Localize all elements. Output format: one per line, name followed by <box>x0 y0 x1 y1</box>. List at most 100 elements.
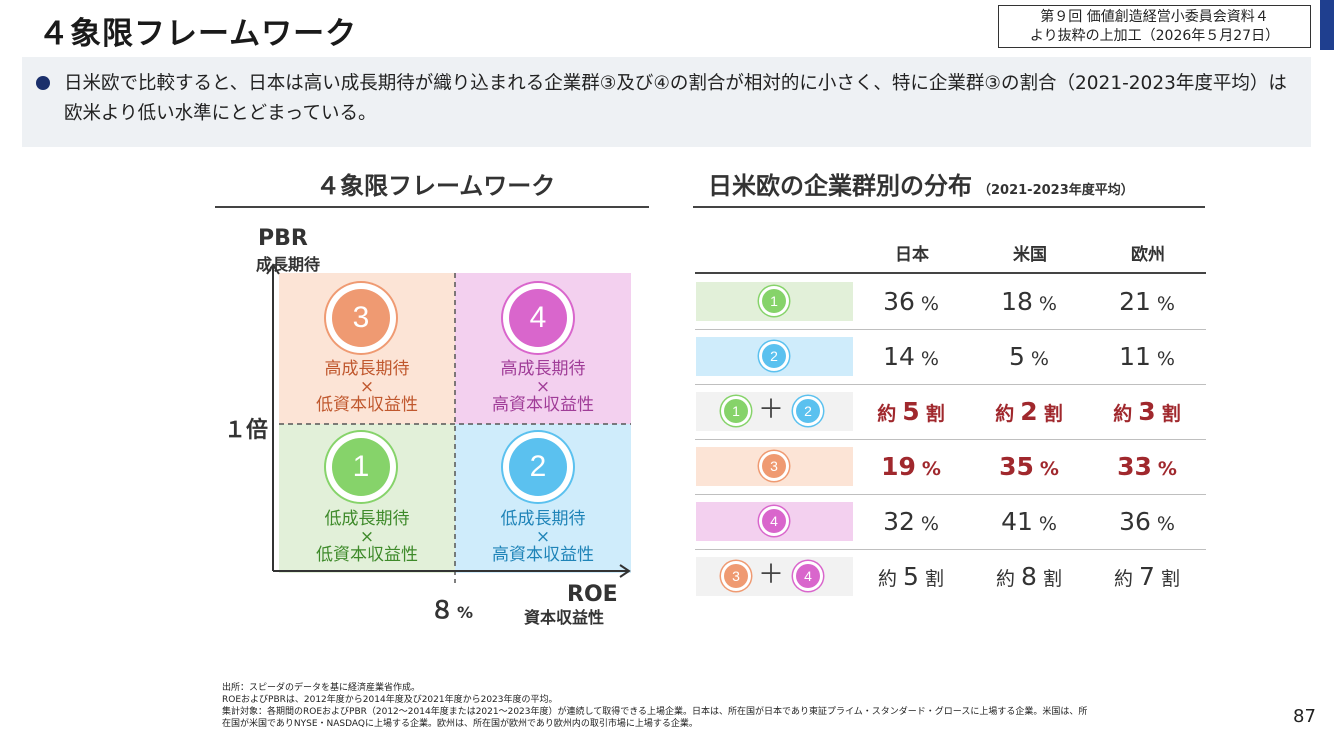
pbr-threshold-label: １倍 <box>224 418 269 443</box>
cell-unit: 割 <box>924 568 944 590</box>
group-4-badge: 4 <box>793 561 823 591</box>
column-header-us: 米国 <box>1013 245 1047 265</box>
row-label-3: 3 <box>696 447 853 486</box>
quadrant-4-number: 4 <box>509 289 567 347</box>
quadrant-3-line3: 低資本収益性 <box>316 395 418 415</box>
table-row-divider <box>695 384 1206 385</box>
cell-value: 8 <box>1021 562 1037 591</box>
source-line-2: より抜粋の上加工（2026年５月27日） <box>1029 28 1280 44</box>
quadrant-2-label: 低成長期待 × 高資本収益性 <box>455 510 631 564</box>
y-axis-subtitle: 成長期待 <box>256 255 321 274</box>
cell-value: 41 <box>1001 507 1033 536</box>
quadrant-2-line2: × <box>535 527 551 547</box>
cell-prefix: 約 <box>878 568 898 590</box>
table-row-divider <box>695 439 1206 440</box>
cell-value: 5 <box>1009 342 1025 371</box>
cell-unit: 割 <box>1042 568 1062 590</box>
group-1-badge: 1 <box>721 396 751 426</box>
cell-value: 3 <box>1138 397 1156 426</box>
group-1-badge: 1 <box>759 286 789 316</box>
quadrant-1-line3: 低資本収益性 <box>316 545 418 565</box>
quadrant-4-line2: × <box>535 377 551 397</box>
roe-threshold-label: ８% <box>430 590 473 625</box>
page-number: 87 <box>1293 706 1316 727</box>
cell-prefix: 約 <box>996 568 1016 590</box>
cell-unit: 割 <box>925 403 945 425</box>
quadrant-2-line1: 低成長期待 <box>500 509 586 529</box>
group-2-number: 2 <box>796 399 820 423</box>
quadrant-chart: 3 高成長期待 × 低資本収益性 4 高成長期待 × 高資本収益性 1 低成長期待 × 低資本収益性 2… <box>266 263 633 583</box>
quadrant-axes <box>266 263 631 583</box>
column-header-japan: 日本 <box>895 245 929 265</box>
cell-value: 7 <box>1139 562 1155 591</box>
plus-sign: ＋ <box>758 560 785 590</box>
group-4-number: 4 <box>796 564 820 588</box>
row-label-1-plus-2: 1 ＋ 2 <box>696 392 853 431</box>
quadrant-4-line1: 高成長期待 <box>500 359 586 379</box>
cell-unit: % <box>1030 348 1049 370</box>
table-cell: 14% <box>852 341 970 375</box>
cell-unit: % <box>1039 458 1059 480</box>
group-2-badge: 2 <box>793 396 823 426</box>
footnote-line: 集計対象：各期間のROEおよびPBR（2012～2014年度または2021～20… <box>222 707 1088 717</box>
right-section-title: 日米欧の企業群別の分布 （2021-2023年度平均） <box>708 166 1134 201</box>
roe-threshold-value: ８ <box>430 596 454 624</box>
quadrant-1-line2: × <box>359 527 375 547</box>
source-reference-box: 第９回 価値創造経営小委員会資料４ より抜粋の上加工（2026年５月27日） <box>998 5 1311 48</box>
left-section-title: ４象限フレームワーク <box>316 172 556 200</box>
quadrant-3-label: 高成長期待 × 低資本収益性 <box>279 360 455 414</box>
cell-value: 36 <box>1119 507 1151 536</box>
cell-value: 14 <box>883 342 915 371</box>
column-header-europe: 欧州 <box>1131 245 1165 265</box>
cell-unit: % <box>1156 348 1175 370</box>
table-cell: 35% <box>970 451 1088 485</box>
group-1-number: 1 <box>762 289 786 313</box>
row-label-1: 1 <box>696 282 853 321</box>
group-2-number: 2 <box>762 344 786 368</box>
table-cell: 41% <box>970 506 1088 540</box>
cell-prefix: 約 <box>877 403 897 425</box>
cell-prefix: 約 <box>1113 403 1133 425</box>
lead-text: 日米欧で比較すると、日本は高い成長期待が織り込まれる企業群③及び④の割合が相対的… <box>64 73 1287 124</box>
group-2-badge: 2 <box>759 341 789 371</box>
roe-threshold-unit: % <box>457 603 474 622</box>
row-label-4: 4 <box>696 502 853 541</box>
table-cell: 11% <box>1088 341 1206 375</box>
footnote-line: ROEおよびPBRは、2012年度から2014年度及び2021年度から2023年… <box>222 695 558 705</box>
cell-value: 21 <box>1119 287 1151 316</box>
table-row-divider <box>695 494 1206 495</box>
table-cell: 19% <box>852 451 970 485</box>
x-axis-subtitle: 資本収益性 <box>524 608 605 627</box>
right-section-title-text: 日米欧の企業群別の分布 <box>708 172 972 200</box>
cell-unit: % <box>1156 513 1175 535</box>
left-section-divider <box>215 206 649 208</box>
y-axis-title: PBR <box>258 226 308 251</box>
footnote-line: 出所：スピーダのデータを基に経済産業省作成。 <box>222 683 421 693</box>
cell-unit: % <box>921 458 941 480</box>
quadrant-4-label: 高成長期待 × 高資本収益性 <box>455 360 631 414</box>
cell-unit: % <box>1038 293 1057 315</box>
x-axis-title: ROE <box>567 582 618 607</box>
quadrant-3-line2: × <box>359 377 375 397</box>
row-label-3-plus-4: 3 ＋ 4 <box>696 557 853 596</box>
right-section-subtitle: （2021-2023年度平均） <box>978 183 1134 198</box>
group-3-badge: 3 <box>721 561 751 591</box>
cell-unit: 割 <box>1043 403 1063 425</box>
cell-value: 5 <box>903 562 919 591</box>
cell-value: 2 <box>1020 397 1038 426</box>
cell-prefix: 約 <box>995 403 1015 425</box>
cell-unit: % <box>1157 458 1177 480</box>
quadrant-2-badge: 2 <box>503 432 573 502</box>
group-3-number: 3 <box>724 564 748 588</box>
cell-unit: % <box>920 513 939 535</box>
footnotes: 出所：スピーダのデータを基に経済産業省作成。 ROEおよびPBRは、2012年度… <box>222 682 1182 730</box>
table-cell: 33% <box>1088 451 1206 485</box>
plus-sign: ＋ <box>758 395 785 425</box>
cell-prefix: 約 <box>1114 568 1134 590</box>
table-cell: 21% <box>1088 286 1206 320</box>
cell-unit: % <box>920 348 939 370</box>
group-3-number: 3 <box>762 454 786 478</box>
table-cell: 36% <box>1088 506 1206 540</box>
